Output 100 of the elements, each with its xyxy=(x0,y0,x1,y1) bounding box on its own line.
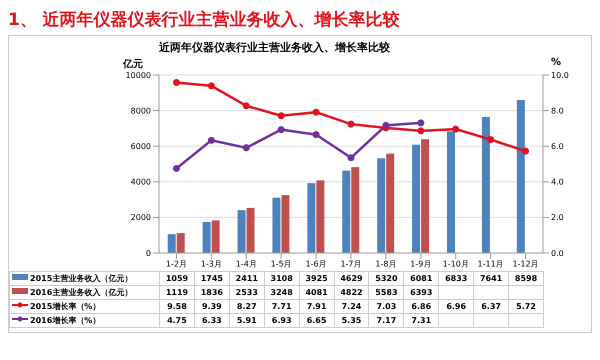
data-label: 4629 xyxy=(334,272,369,286)
point xyxy=(417,119,424,126)
y2-tick-label: 2.0 xyxy=(551,213,564,222)
x-tick-label: 1-4月 xyxy=(236,260,257,269)
x-tick-label: 1-9月 xyxy=(410,260,432,269)
data-label: 1745 xyxy=(194,272,230,286)
bar xyxy=(281,195,290,253)
y2-tick-label: 4.0 xyxy=(551,178,564,187)
point xyxy=(452,126,460,133)
data-label: 1119 xyxy=(160,286,194,300)
bar xyxy=(412,144,420,253)
y-tick-label: 4000 xyxy=(130,178,151,187)
data-label: 6.37 xyxy=(474,300,509,314)
point xyxy=(417,127,424,134)
y-tick-label: 10000 xyxy=(126,70,151,80)
point xyxy=(348,120,354,128)
x-tick-label: 1-2月 xyxy=(166,260,187,269)
data-label: 6.96 xyxy=(438,300,474,314)
data-label: 6.33 xyxy=(194,314,230,328)
data-label: 7.03 xyxy=(368,300,404,314)
x-tick-label: 1-12月 xyxy=(512,260,539,269)
bar xyxy=(482,116,490,253)
bar xyxy=(212,220,220,253)
point xyxy=(382,122,390,129)
x-tick-label: 1-8月 xyxy=(375,260,396,269)
data-label: 7.24 xyxy=(334,300,369,314)
data-label: 5320 xyxy=(368,272,404,286)
chart-title: 1、 近两年仪器仪表行业主营业务收入、增长率比较 xyxy=(8,9,401,31)
data-label: 6393 xyxy=(404,286,439,300)
data-label: 6081 xyxy=(404,272,439,286)
data-label: 5583 xyxy=(368,286,404,300)
chart-subtitle: 近两年仪器仪表行业主营业务收入、增长率比较 xyxy=(159,40,391,55)
data-label: 4081 xyxy=(299,286,334,300)
data-label: 8598 xyxy=(508,272,544,286)
bar xyxy=(342,170,350,253)
legend-label: 2016主营业务收入（亿元） xyxy=(30,288,132,297)
x-tick-label: 1-7月 xyxy=(340,260,362,269)
y-tick-label: 8000 xyxy=(130,106,151,116)
data-label: 5.35 xyxy=(334,314,369,328)
point xyxy=(242,144,250,152)
bar xyxy=(202,222,211,253)
legend-label: 2015增长率（%） xyxy=(30,302,100,311)
bar xyxy=(351,167,360,253)
bar xyxy=(176,233,185,253)
data-label: 2411 xyxy=(229,272,264,286)
data-label: 6.86 xyxy=(404,300,439,314)
data-label: 6.65 xyxy=(299,314,334,328)
bar xyxy=(272,198,280,253)
y2-axis-title: % xyxy=(551,57,562,68)
y2-tick-label: 6.0 xyxy=(551,142,564,152)
point xyxy=(487,136,494,144)
legend-label: 2016增长率（%） xyxy=(30,316,100,325)
point xyxy=(208,82,215,90)
y2-tick-label: 0.0 xyxy=(551,248,564,258)
data-label: 3108 xyxy=(264,272,300,286)
bar xyxy=(246,208,255,253)
point xyxy=(312,108,320,116)
y-tick-label: 0 xyxy=(146,248,151,258)
legend-label: 2015主营业务收入（亿元） xyxy=(30,274,132,283)
data-label: 6833 xyxy=(438,272,474,286)
data-label: 7.17 xyxy=(368,314,404,328)
data-label: 7641 xyxy=(474,272,509,286)
point xyxy=(348,154,354,162)
data-label: 3248 xyxy=(264,286,300,300)
y2-tick-label: 10.0 xyxy=(551,70,569,80)
data-label: 9.39 xyxy=(194,300,230,314)
data-label: 3925 xyxy=(299,272,334,286)
point xyxy=(278,126,285,134)
data-label: 7.71 xyxy=(264,300,300,314)
data-label: 1836 xyxy=(194,286,230,300)
bar xyxy=(168,234,176,253)
bar xyxy=(386,154,394,253)
point xyxy=(172,78,180,86)
bar xyxy=(516,100,525,253)
point xyxy=(522,148,530,155)
bar xyxy=(377,158,386,253)
data-label: 8.27 xyxy=(229,300,264,314)
point xyxy=(312,131,320,138)
bar xyxy=(316,180,324,253)
x-tick-label: 1-11月 xyxy=(478,260,504,269)
data-label: 5.91 xyxy=(229,314,264,328)
x-tick-label: 1-5月 xyxy=(270,260,292,269)
data-label: 1059 xyxy=(160,272,194,286)
x-tick-label: 1-3月 xyxy=(200,260,222,269)
data-label: 5.72 xyxy=(508,300,544,314)
data-label: 6.93 xyxy=(264,314,300,328)
data-label: 2533 xyxy=(229,286,264,300)
y-tick-label: 2000 xyxy=(130,213,151,222)
bar xyxy=(447,131,455,253)
point xyxy=(172,164,180,172)
bar xyxy=(421,139,430,253)
bar xyxy=(238,210,246,253)
point xyxy=(242,102,250,110)
bar xyxy=(307,183,316,253)
x-tick-label: 1-10月 xyxy=(442,260,469,269)
data-label: 9.58 xyxy=(160,300,194,314)
point xyxy=(208,136,215,144)
x-tick-label: 1-6月 xyxy=(306,260,327,269)
y-axis-title: 亿元 xyxy=(123,58,143,71)
data-label: 7.91 xyxy=(299,300,334,314)
